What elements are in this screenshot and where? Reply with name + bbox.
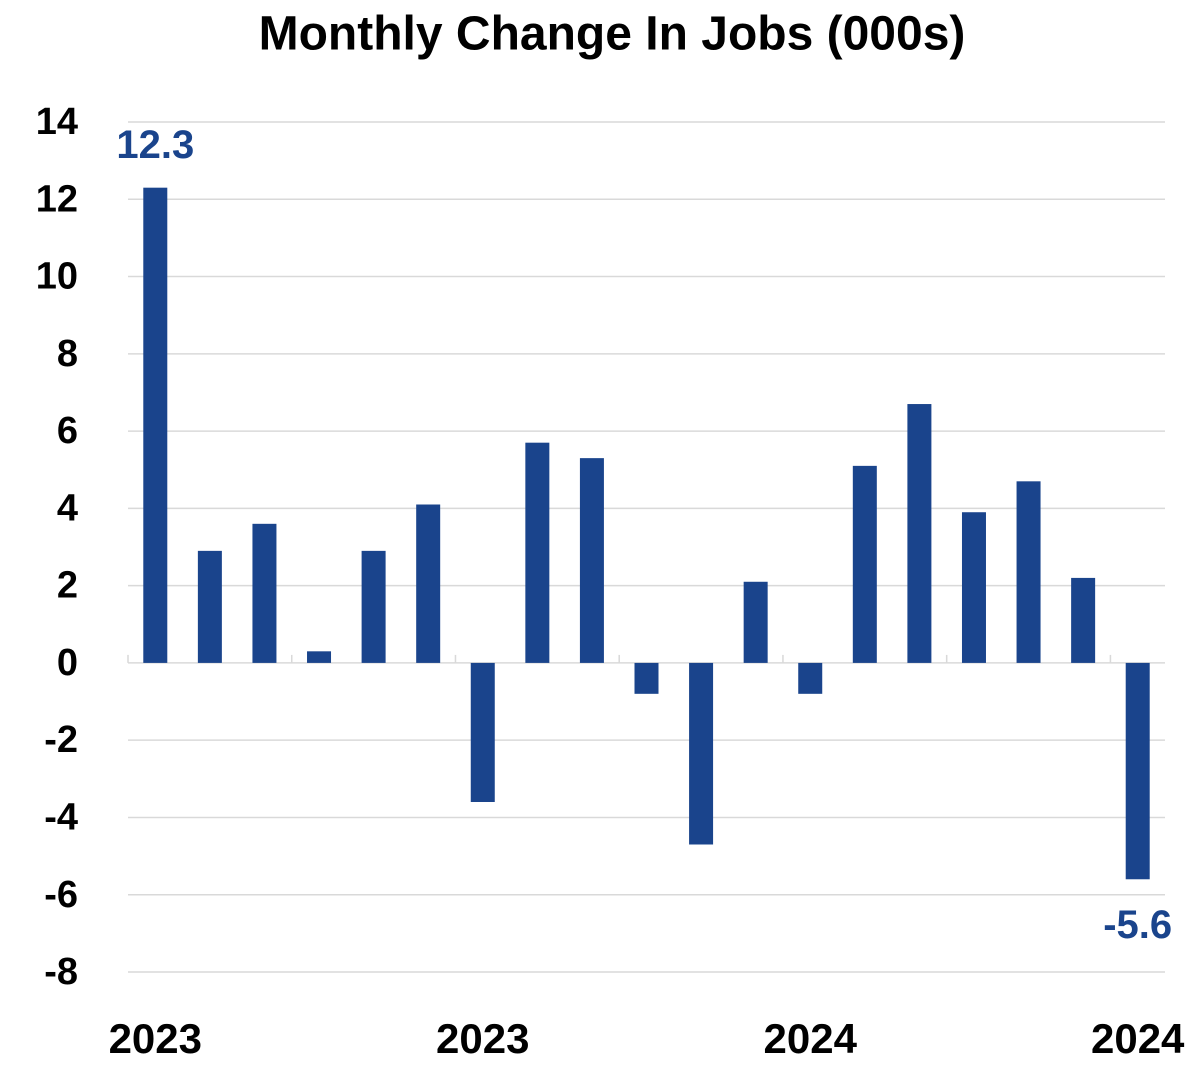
bar [361,550,386,663]
bar [143,187,168,663]
bar [798,662,823,694]
x-tick-label: 2023 [109,1015,202,1062]
bar [1125,662,1150,880]
y-tick-label: -8 [44,951,78,993]
y-tick-label: 4 [57,487,78,529]
data-label: 12.3 [116,123,194,167]
y-tick-label: 14 [36,101,78,143]
bar [579,458,604,663]
bar [307,651,332,663]
bar [852,465,877,663]
y-tick-label: 10 [36,256,78,298]
chart-title: Monthly Change In Jobs (000s) [259,8,966,61]
x-tick-label: 2023 [436,1015,529,1062]
bar [1071,577,1096,663]
y-tick-label: 6 [57,410,78,452]
bar [961,512,986,663]
y-tick-label: 0 [57,642,78,684]
bar [1016,481,1041,663]
bar [743,581,768,663]
x-tick-label: 2024 [1091,1015,1185,1062]
y-tick-label: 2 [57,565,78,607]
y-tick-label: 8 [57,333,78,375]
bar [525,442,550,663]
data-label: -5.6 [1103,903,1172,947]
bar [689,662,714,845]
bar [470,662,495,802]
bar [197,550,222,663]
bar [252,523,277,663]
bar [416,504,441,663]
bar [634,662,659,694]
y-tick-label: 12 [36,178,78,220]
y-tick-label: -4 [44,796,78,838]
y-tick-label: -2 [44,719,78,761]
bar [907,404,932,663]
y-tick-label: -6 [44,874,78,916]
x-tick-label: 2024 [764,1015,858,1062]
